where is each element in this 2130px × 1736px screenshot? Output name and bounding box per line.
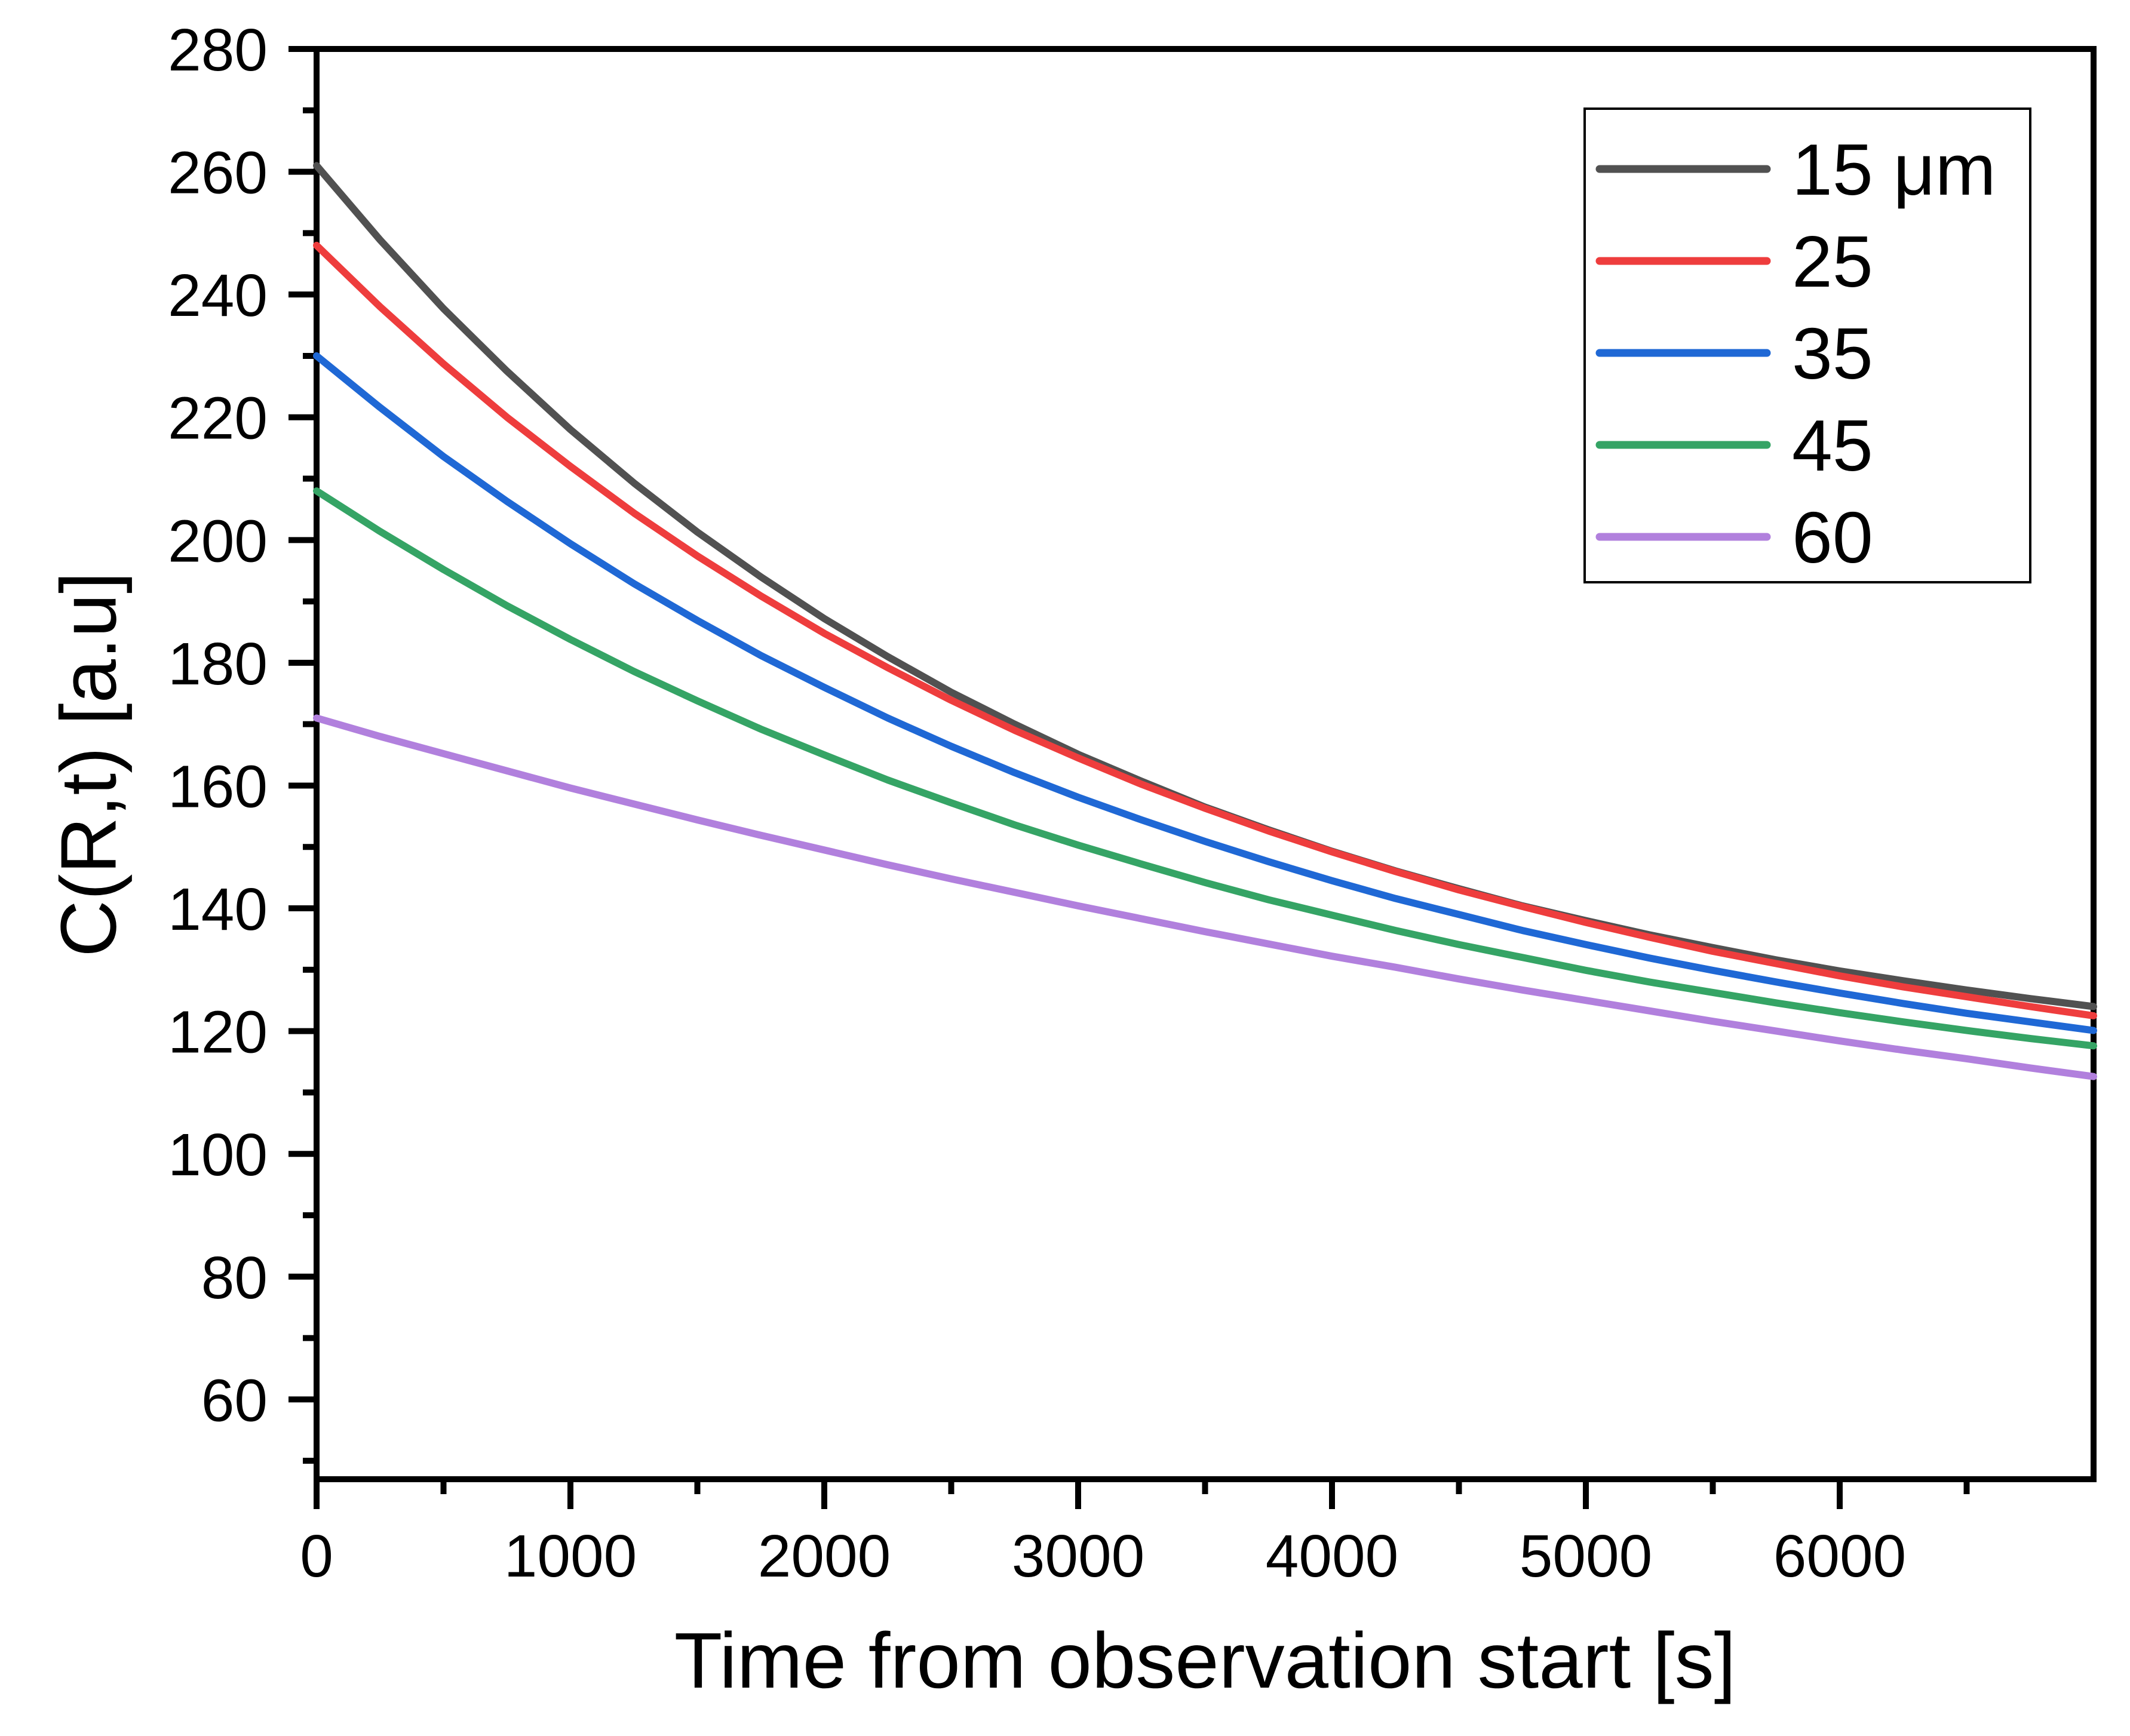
legend-label-2: 25 bbox=[1792, 221, 1873, 302]
x-tick-label: 4000 bbox=[1266, 1523, 1398, 1590]
legend-label-3: 35 bbox=[1792, 313, 1873, 394]
series-line-5 bbox=[313, 714, 2097, 1080]
x-tick-label: 1000 bbox=[504, 1523, 637, 1590]
x-tick-label: 6000 bbox=[1773, 1523, 1906, 1590]
y-tick-label: 240 bbox=[168, 262, 268, 329]
y-tick-label: 220 bbox=[168, 385, 268, 452]
x-tick-label: 3000 bbox=[1012, 1523, 1144, 1590]
y-axis-title: C(R,t) [a.u] bbox=[44, 572, 133, 957]
y-tick-label: 280 bbox=[168, 17, 268, 84]
y-tick-label: 120 bbox=[168, 999, 268, 1066]
x-tick-label: 5000 bbox=[1520, 1523, 1652, 1590]
y-tick-label: 60 bbox=[201, 1367, 268, 1434]
x-tick-label: 2000 bbox=[758, 1523, 891, 1590]
series-line-4 bbox=[313, 487, 2097, 1050]
y-tick-label: 260 bbox=[168, 140, 268, 207]
legend-label-4: 45 bbox=[1792, 405, 1873, 486]
y-tick-label: 140 bbox=[168, 876, 268, 943]
x-tick-label: 0 bbox=[300, 1523, 333, 1590]
x-axis-title: Time from observation start [s] bbox=[674, 1617, 1736, 1704]
y-tick-label: 100 bbox=[168, 1122, 268, 1188]
y-tick-label: 160 bbox=[168, 753, 268, 820]
series-line-2 bbox=[313, 241, 2097, 1019]
legend-label-1: 15 μm bbox=[1792, 129, 1996, 210]
series-line-3 bbox=[313, 352, 2097, 1034]
legend-box bbox=[1583, 107, 2031, 583]
y-tick-label: 180 bbox=[168, 631, 268, 698]
y-tick-label: 200 bbox=[168, 508, 268, 574]
y-tick-label: 80 bbox=[201, 1245, 268, 1311]
plot-border bbox=[314, 46, 2097, 1482]
legend-label-5: 60 bbox=[1792, 497, 1873, 578]
